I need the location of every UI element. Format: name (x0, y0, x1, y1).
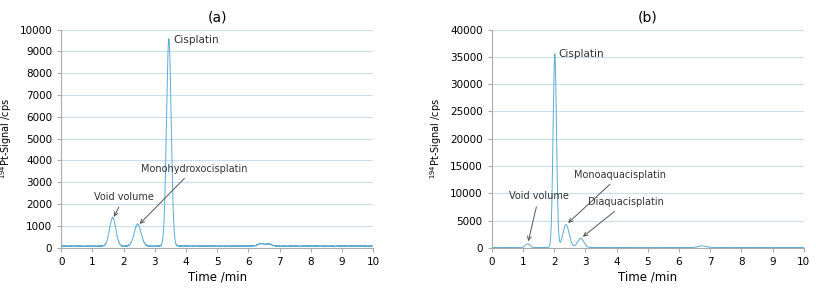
Text: Monohydroxocisplatin: Monohydroxocisplatin (140, 164, 247, 223)
Title: (a): (a) (207, 10, 227, 24)
Text: Diaquacisplatin: Diaquacisplatin (583, 197, 664, 236)
Y-axis label: $^{194}$Pt-Signal /cps: $^{194}$Pt-Signal /cps (0, 98, 14, 179)
Text: Monoaquacisplatin: Monoaquacisplatin (569, 170, 667, 222)
X-axis label: Time /min: Time /min (619, 271, 677, 284)
Y-axis label: $^{194}$Pt-Signal /cps: $^{194}$Pt-Signal /cps (428, 98, 445, 179)
X-axis label: Time /min: Time /min (188, 271, 246, 284)
Text: Cisplatin: Cisplatin (174, 35, 220, 45)
Text: Void volume: Void volume (509, 191, 569, 240)
Title: (b): (b) (638, 10, 658, 24)
Text: Cisplatin: Cisplatin (559, 49, 605, 59)
Text: Void volume: Void volume (94, 192, 154, 216)
